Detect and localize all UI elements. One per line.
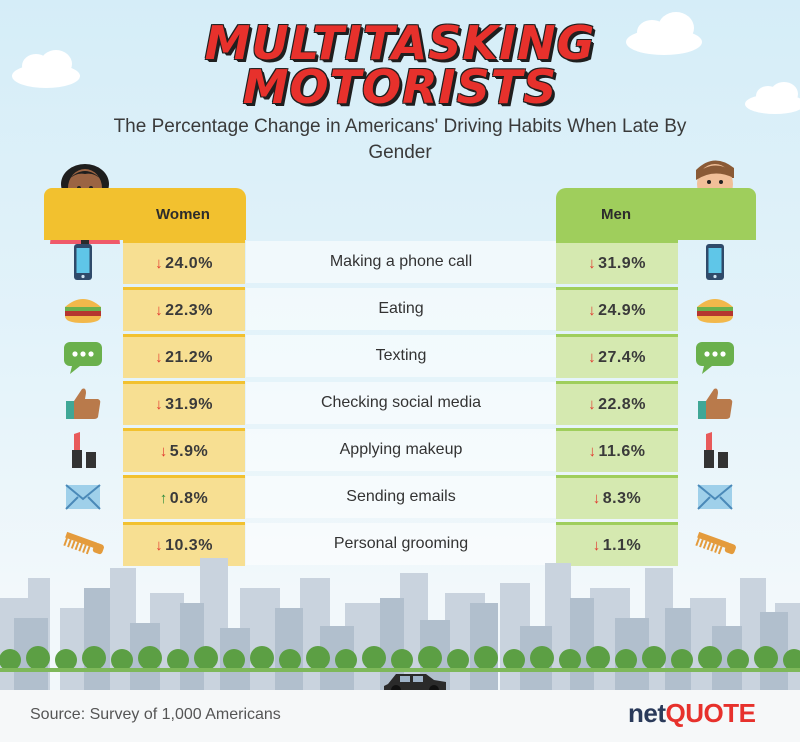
- cloud-left: [12, 50, 80, 88]
- arrow-down-icon: ↓: [592, 537, 601, 554]
- netquote-logo: netQUOTE: [628, 698, 756, 729]
- men-value: 11.6%: [598, 442, 646, 460]
- men-column-header: Men: [556, 188, 756, 240]
- footer-bar: [0, 690, 800, 742]
- women-value-cell: ↓ 31.9%: [123, 381, 245, 425]
- men-value: 24.9%: [598, 301, 646, 319]
- smartphone-icon: [692, 242, 738, 282]
- title-line-1: MULTITASKING: [204, 16, 596, 70]
- women-value: 5.9%: [169, 442, 209, 460]
- women-column-header: Women: [44, 188, 246, 240]
- arrow-down-icon: ↓: [155, 255, 164, 272]
- women-value: 10.3%: [165, 536, 213, 554]
- source-note: Source: Survey of 1,000 Americans: [30, 706, 281, 723]
- brand-part-1: net: [628, 698, 666, 728]
- women-value-cell: ↓ 24.0%: [123, 240, 245, 284]
- arrow-down-icon: ↓: [155, 396, 164, 413]
- arrow-down-icon: ↓: [588, 302, 597, 319]
- arrow-down-icon: ↓: [588, 396, 597, 413]
- men-value-cell: ↓ 1.1%: [556, 522, 678, 566]
- arrow-down-icon: ↓: [155, 349, 164, 366]
- arrow-down-icon: ↓: [588, 443, 597, 460]
- activity-label: Sending emails: [246, 476, 556, 518]
- arrow-down-icon: ↓: [155, 537, 164, 554]
- arrow-down-icon: ↓: [588, 349, 597, 366]
- cloud-right-top: [626, 12, 702, 55]
- thumbs-up-icon: [692, 383, 738, 423]
- women-value-cell: ↓ 5.9%: [123, 428, 245, 472]
- city-skyline-illustration: [0, 558, 800, 698]
- activity-label: Checking social media: [246, 382, 556, 424]
- comb-icon: [60, 524, 106, 564]
- activity-label: Applying makeup: [246, 429, 556, 471]
- envelope-icon: [692, 477, 738, 517]
- women-value-cell: ↓ 10.3%: [123, 522, 245, 566]
- table-row: ↓ 21.2% Texting ↓ 27.4%: [0, 334, 800, 378]
- lipstick-icon: [60, 430, 106, 470]
- men-value-cell: ↓ 22.8%: [556, 381, 678, 425]
- men-header-label: Men: [601, 205, 631, 223]
- arrow-down-icon: ↓: [588, 255, 597, 272]
- arrow-up-icon: ↑: [159, 490, 168, 507]
- table-row: ↓ 10.3% Personal grooming ↓ 1.1%: [0, 522, 800, 566]
- women-value: 24.0%: [165, 254, 213, 272]
- men-value-cell: ↓ 27.4%: [556, 334, 678, 378]
- envelope-icon: [60, 477, 106, 517]
- title-line-2: MOTORISTS: [242, 60, 558, 114]
- arrow-down-icon: ↓: [155, 302, 164, 319]
- lipstick-icon: [692, 430, 738, 470]
- men-value: 8.3%: [602, 489, 642, 507]
- women-value-cell: ↓ 22.3%: [123, 287, 245, 331]
- subtitle: The Percentage Change in Americans' Driv…: [113, 116, 687, 163]
- chat-bubble-icon: [60, 336, 106, 376]
- smartphone-icon: [60, 242, 106, 282]
- men-value: 27.4%: [598, 348, 646, 366]
- comb-icon: [692, 524, 738, 564]
- women-header-label: Women: [156, 205, 210, 223]
- tree-row: [0, 646, 800, 671]
- arrow-down-icon: ↓: [159, 443, 168, 460]
- activity-label: Eating: [246, 288, 556, 330]
- women-value-cell: ↓ 21.2%: [123, 334, 245, 378]
- men-value: 1.1%: [602, 536, 642, 554]
- women-value: 22.3%: [165, 301, 213, 319]
- women-value-cell: ↑ 0.8%: [123, 475, 245, 519]
- activity-label: Texting: [246, 335, 556, 377]
- activity-label: Personal grooming: [246, 523, 556, 565]
- men-value-cell: ↓ 8.3%: [556, 475, 678, 519]
- women-value: 0.8%: [169, 489, 209, 507]
- women-value: 31.9%: [165, 395, 213, 413]
- table-row: ↓ 22.3% Eating ↓ 24.9%: [0, 287, 800, 331]
- table-row: ↓ 5.9% Applying makeup ↓ 11.6%: [0, 428, 800, 472]
- table-row: ↓ 31.9% Checking social media ↓ 22.8%: [0, 381, 800, 425]
- burger-icon: [692, 289, 738, 329]
- arrow-down-icon: ↓: [592, 490, 601, 507]
- men-value: 31.9%: [598, 254, 646, 272]
- activity-label: Making a phone call: [246, 241, 556, 283]
- burger-icon: [60, 289, 106, 329]
- men-value-cell: ↓ 24.9%: [556, 287, 678, 331]
- women-value: 21.2%: [165, 348, 213, 366]
- men-value-cell: ↓ 11.6%: [556, 428, 678, 472]
- chat-bubble-icon: [692, 336, 738, 376]
- brand-part-2: QUOTE: [665, 698, 756, 728]
- men-value: 22.8%: [598, 395, 646, 413]
- table-row: ↓ 24.0% Making a phone call ↓ 31.9%: [0, 240, 800, 284]
- thumbs-up-icon: [60, 383, 106, 423]
- table-row: ↑ 0.8% Sending emails ↓ 8.3%: [0, 475, 800, 519]
- cloud-right: [745, 82, 800, 114]
- men-value-cell: ↓ 31.9%: [556, 240, 678, 284]
